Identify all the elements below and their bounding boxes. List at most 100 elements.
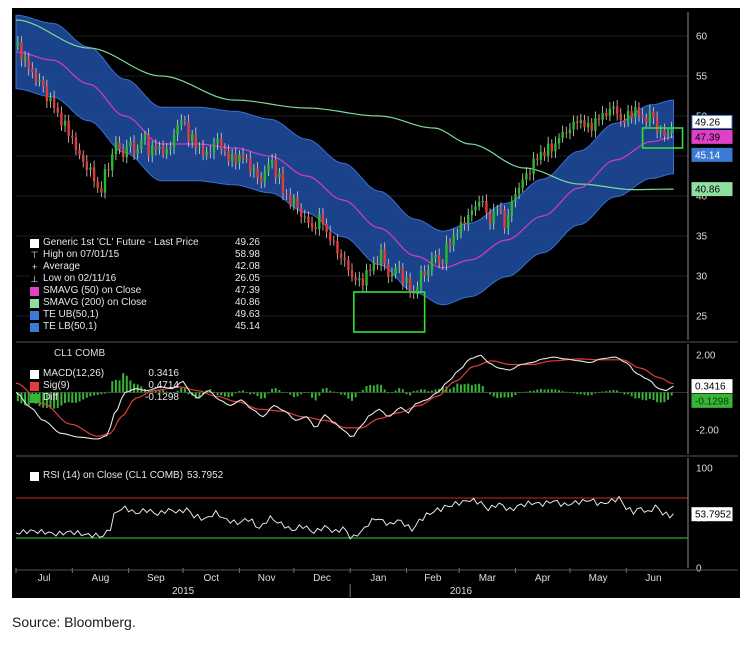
candle-body bbox=[252, 168, 256, 172]
macd-diff-bar bbox=[114, 379, 117, 393]
month-label-jan: Jan bbox=[370, 573, 386, 584]
macd-histogram bbox=[16, 373, 673, 409]
candlestick bbox=[481, 195, 484, 208]
candlestick bbox=[448, 238, 452, 253]
candle-body bbox=[147, 134, 150, 156]
candle-body bbox=[220, 138, 223, 149]
candlestick bbox=[557, 133, 561, 150]
macd-diff-bar bbox=[525, 391, 528, 393]
macd-diff-bar bbox=[289, 392, 292, 395]
legend-symbol: + bbox=[31, 262, 38, 272]
macd-diff-bar bbox=[365, 386, 368, 393]
candlestick bbox=[652, 107, 655, 125]
macd-diff-bar bbox=[45, 392, 48, 408]
candlestick bbox=[165, 143, 168, 160]
candle-body bbox=[16, 42, 20, 46]
candle-body bbox=[245, 158, 248, 160]
macd-diff-bar bbox=[42, 392, 45, 408]
legend-value: 0.3416 bbox=[148, 368, 179, 379]
macd-value-tag-2-box bbox=[691, 393, 733, 408]
candle-body bbox=[318, 213, 321, 230]
macd-diff-bar bbox=[496, 392, 499, 399]
source-note: Source: Bloomberg. bbox=[12, 614, 136, 630]
candlestick bbox=[441, 259, 445, 270]
macd-diff-bar bbox=[656, 392, 659, 403]
candlestick bbox=[180, 114, 183, 131]
candle-body bbox=[365, 269, 368, 286]
macd-diff-bar bbox=[608, 390, 611, 393]
macd-diff-bar bbox=[169, 392, 172, 394]
macd-diff-bar bbox=[296, 392, 299, 397]
candlestick bbox=[576, 115, 579, 130]
candle-body bbox=[445, 242, 448, 264]
price-value-tag-4-box bbox=[691, 182, 733, 197]
candle-body bbox=[52, 97, 56, 108]
candle-body bbox=[230, 153, 234, 162]
macd-diff-bar bbox=[249, 392, 252, 395]
month-label-mar: Mar bbox=[479, 573, 497, 584]
macd-diff-bar bbox=[528, 390, 531, 393]
candlestick bbox=[307, 211, 310, 228]
candle-body bbox=[434, 255, 437, 259]
candlestick bbox=[125, 139, 128, 164]
macd-diff-bar bbox=[285, 392, 288, 393]
candlestick bbox=[510, 196, 514, 223]
macd-diff-bar bbox=[637, 392, 640, 399]
candle-body bbox=[405, 277, 408, 284]
macd-diff-bar bbox=[71, 392, 74, 403]
candlestick bbox=[474, 200, 477, 217]
legend-swatch bbox=[30, 393, 39, 403]
candle-body bbox=[626, 110, 630, 123]
legend-label: TE UB(50,1) bbox=[43, 309, 99, 320]
candlestick bbox=[368, 264, 372, 277]
candlestick bbox=[270, 153, 274, 169]
candle-body bbox=[594, 118, 597, 131]
macd-diff-bar bbox=[554, 389, 557, 393]
macd-diff-bar bbox=[449, 388, 452, 393]
macd-diff-bar bbox=[183, 388, 186, 393]
candlestick bbox=[92, 160, 96, 188]
price-tick-label: 35 bbox=[696, 232, 708, 243]
legend-label: MACD(12,26) bbox=[43, 368, 105, 379]
candlestick bbox=[477, 195, 481, 211]
candle-body bbox=[111, 154, 114, 171]
macd-diff-bar bbox=[307, 392, 310, 393]
legend-label: High on 07/01/15 bbox=[43, 249, 120, 260]
macd-diff-bar bbox=[627, 392, 630, 395]
candlestick bbox=[82, 150, 85, 168]
candle-body bbox=[292, 198, 296, 205]
macd-diff-bar bbox=[85, 392, 88, 398]
legend-label: Low on 02/11/16 bbox=[43, 273, 117, 284]
candlestick bbox=[565, 126, 568, 139]
macd-diff-bar bbox=[481, 385, 484, 393]
candle-body bbox=[198, 146, 201, 148]
macd-panel-title: CL1 COMB bbox=[54, 348, 105, 359]
candlestick bbox=[100, 181, 103, 198]
macd-diff-bar bbox=[369, 384, 372, 393]
candle-body bbox=[121, 149, 125, 158]
macd-diff-bar bbox=[619, 392, 622, 393]
candle-body bbox=[419, 271, 423, 288]
candle-body bbox=[143, 134, 147, 140]
macd-value-tag-1-box bbox=[691, 379, 733, 394]
macd-diff-bar bbox=[231, 392, 234, 397]
legend-swatch bbox=[30, 298, 39, 308]
candle-body bbox=[655, 118, 659, 132]
candle-body bbox=[448, 242, 452, 246]
candlestick bbox=[354, 272, 357, 286]
legend-value: 42.08 bbox=[234, 261, 260, 272]
candlestick bbox=[238, 150, 241, 170]
macd-diff-bar bbox=[238, 391, 241, 393]
macd-diff-bar bbox=[122, 373, 125, 393]
candlestick bbox=[496, 205, 499, 216]
candlestick bbox=[245, 153, 248, 163]
candle-body bbox=[190, 134, 194, 142]
macd-diff-bar bbox=[263, 392, 266, 399]
macd-value-tag-1: 0.3416 bbox=[691, 379, 733, 394]
candlestick bbox=[408, 272, 412, 299]
macd-diff-bar bbox=[53, 392, 56, 409]
candlestick bbox=[285, 189, 288, 200]
legend-swatch bbox=[30, 381, 39, 391]
candle-body bbox=[441, 263, 445, 265]
rsi-legend-row: RSI (14) on Close (CL1 COMB) 53.7952 bbox=[30, 470, 223, 482]
